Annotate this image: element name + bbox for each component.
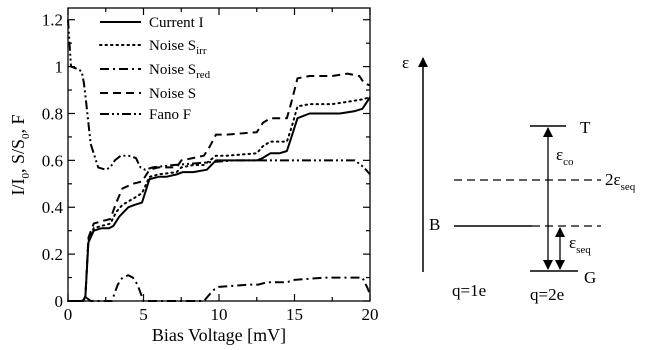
legend-label-s: Noise S [149,86,196,102]
x-tick-label: 10 [211,305,228,324]
level-t-label: T [580,118,591,137]
energy-diagram: ε T 2εseq B G εco εseq q=1e q=2e [402,53,636,304]
series-layer [67,19,371,302]
x-tick-label: 15 [286,305,303,324]
x-tick-label: 20 [362,305,379,324]
y-tick-label: 0.8 [42,104,63,123]
y-tick-label: 0 [55,292,64,311]
x-tick-label: 5 [139,305,148,324]
legend-label-sred: Noise Sred [149,62,211,81]
series-line-f [67,19,371,176]
x-tick-labels: 0 5 10 15 20 [64,305,379,324]
x-tick-label: 0 [64,305,73,324]
legend-label-current: Current I [149,15,204,31]
series-line-i [68,96,371,302]
series-line-sred [68,274,371,302]
legend: Current I Noise Sirr Noise Sred Noise S … [99,15,211,123]
series-line-s [68,72,371,302]
level-b-label: B [429,215,440,234]
level-g-label: G [584,268,596,287]
arrow-eps-seq-label: εseq [569,233,591,256]
level-2eps-seq-label: 2εseq [605,170,636,193]
y-tick-labels: 0 0.2 0.4 0.6 0.8 1 1.2 [42,11,64,311]
charge-label-q1e: q=1e [452,281,486,300]
energy-axis-label: ε [402,53,409,72]
arrow-eps-co-label: εco [556,145,574,168]
y-tick-label: 0.6 [42,151,63,170]
series-line-sirr [67,96,371,302]
y-tick-label: 0.4 [42,198,64,217]
plot-area-frame [67,7,371,302]
chart: 0 5 10 15 20 0 0.2 0.4 0.6 0.8 1 1.2 Bias Voltage … [8,7,379,345]
axis-ticks [67,8,371,302]
legend-label-fano: Fano F [149,107,191,123]
x-axis-label: Bias Voltage [mV] [152,325,286,345]
y-tick-label: 0.2 [42,245,63,264]
legend-label-sirr: Noise Sirr [149,38,207,57]
charge-label-q2e: q=2e [530,285,564,304]
y-axis-label: I/I0, S/S0, F [8,114,32,195]
y-tick-label: 1 [55,58,64,77]
y-tick-label: 1.2 [42,11,63,30]
